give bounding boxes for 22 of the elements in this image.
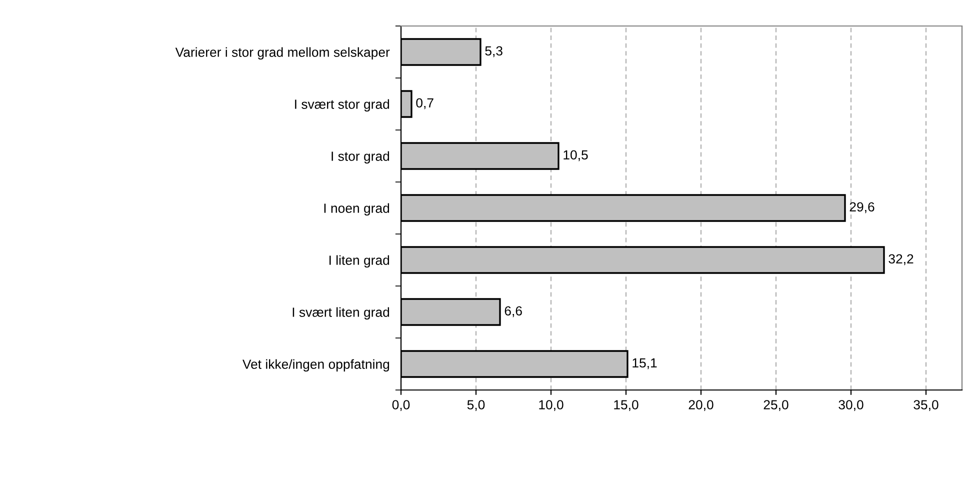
x-tick-label: 25,0 <box>764 400 788 411</box>
x-tick-label: 15,0 <box>614 400 638 411</box>
data-label: 6,6 <box>504 306 522 318</box>
x-tick-label: 10,0 <box>539 400 564 411</box>
y-tick-label: I stor grad <box>332 151 390 164</box>
data-label: 5,3 <box>485 46 502 58</box>
x-tick-label: 5,0 <box>467 400 485 411</box>
y-tick-label: I svært liten grad <box>292 307 390 320</box>
data-label: 10,5 <box>564 150 588 162</box>
data-label: 32,2 <box>888 254 914 266</box>
x-tick-label: 35,0 <box>914 400 938 411</box>
y-tick-label: Varierer i stor grad mellom selskaper <box>175 47 390 60</box>
data-label: 29,6 <box>850 202 874 214</box>
y-tick-label: I svært stor grad <box>295 99 390 112</box>
y-tick-label: Vet ikke/ingen oppfatning <box>242 359 390 372</box>
data-label: 0,7 <box>416 98 434 110</box>
x-tick-label: 30,0 <box>838 400 864 411</box>
x-tick-label: 20,0 <box>688 400 714 411</box>
x-tick-label: 0,0 <box>392 400 410 411</box>
y-tick-label: I noen grad <box>324 203 390 216</box>
y-tick-label: I liten grad <box>330 255 390 268</box>
data-label: 15,1 <box>632 358 657 370</box>
